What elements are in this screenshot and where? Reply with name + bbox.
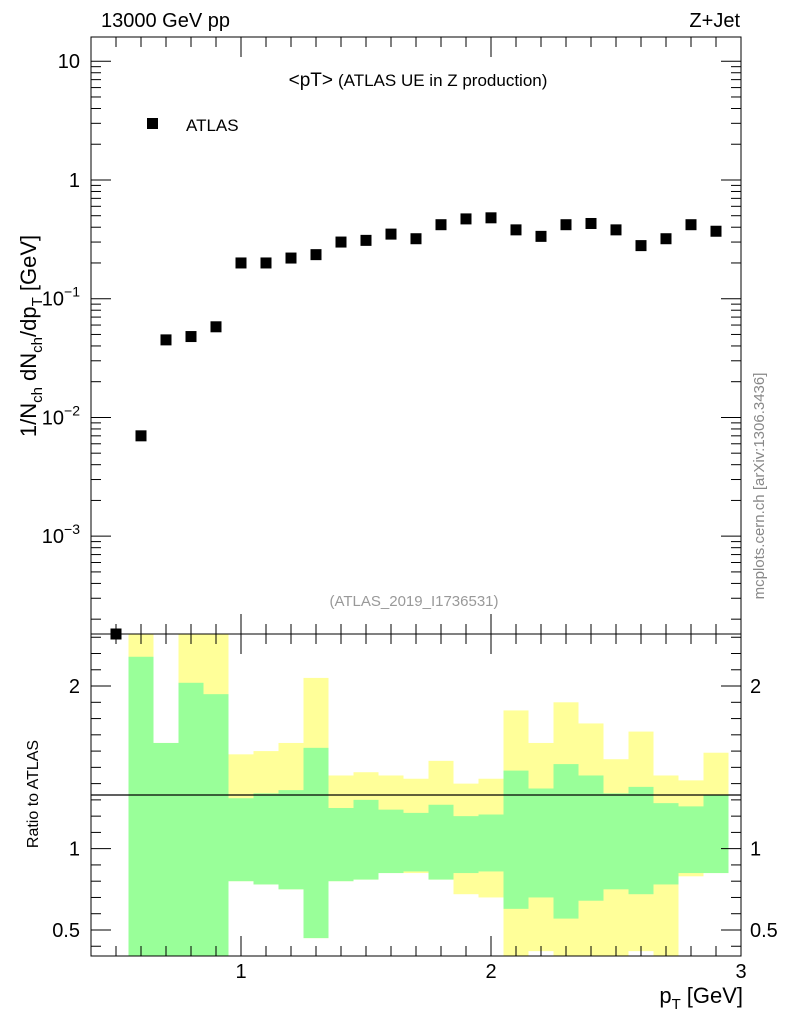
atlas-data-point	[685, 219, 697, 231]
stat-uncertainty-bin	[703, 795, 729, 874]
ratio-y-tick-label: 0.5	[52, 920, 80, 942]
stat-uncertainty-bin	[253, 793, 279, 885]
stat-uncertainty-bin	[128, 656, 154, 956]
main-y-axis-title: 1/Nch dNch/dpT [GeV]	[16, 235, 46, 437]
atlas-data-point	[210, 321, 222, 333]
ratio-y-tick-label-right: 1	[750, 839, 761, 861]
stat-uncertainty-bin	[503, 770, 529, 909]
stat-uncertainty-bin	[228, 798, 254, 882]
main-y-tick-label: 10−2	[42, 402, 80, 429]
main-y-tick-label: 10−3	[42, 521, 80, 548]
main-y-tick-label: 10	[58, 51, 80, 73]
atlas-data-point	[710, 225, 722, 237]
ratio-y-tick-label: 2	[69, 676, 80, 698]
atlas-data-point	[485, 212, 497, 224]
ratio-bands	[128, 634, 729, 956]
main-y-tick-label: 1	[69, 170, 80, 192]
stat-uncertainty-bin	[178, 682, 204, 956]
legend-marker-atlas	[147, 118, 158, 129]
x-axis-title: pT [GeV]	[659, 983, 743, 1013]
atlas-data-point	[135, 430, 147, 442]
main-data-markers	[110, 212, 722, 640]
atlas-data-point	[285, 252, 297, 264]
stat-uncertainty-bin	[428, 804, 454, 880]
stat-uncertainty-bin	[328, 808, 354, 882]
stat-uncertainty-bin	[553, 764, 579, 919]
stat-uncertainty-bin	[453, 816, 479, 874]
ratio-y-axis-title: Ratio to ATLAS	[25, 740, 42, 848]
stat-uncertainty-bin	[528, 788, 554, 898]
stat-uncertainty-bin	[378, 809, 404, 874]
stat-uncertainty-bin	[203, 694, 229, 956]
atlas-data-point	[460, 213, 472, 225]
header-right: Z+Jet	[689, 10, 740, 32]
x-axis-title-sub: T	[672, 996, 681, 1013]
header-left: 13000 GeV pp	[101, 10, 230, 32]
atlas-data-point	[385, 228, 397, 240]
atlas-data-point	[560, 219, 572, 231]
atlas-data-point	[360, 234, 372, 246]
ratio-y-tick-label-right: 0.5	[750, 920, 778, 942]
atlas-data-point	[410, 233, 422, 245]
stat-uncertainty-bin	[278, 790, 304, 890]
x-axis-title-unit: [GeV]	[687, 983, 743, 1008]
atlas-data-point	[435, 219, 447, 231]
atlas-data-point	[185, 331, 197, 343]
atlas-data-point	[535, 230, 547, 242]
stat-uncertainty-bin	[303, 747, 329, 939]
legend-label-atlas: ATLAS	[186, 116, 239, 135]
atlas-data-point	[335, 236, 347, 248]
atlas-data-point	[635, 240, 647, 252]
ratio-panel: 0.5 0.5 1 1 2 2 1 2 3 Ratio to ATLAS pT [GeV]	[25, 633, 778, 1013]
stat-uncertainty-bin	[353, 799, 379, 880]
atlas-data-point	[160, 334, 172, 346]
main-x-ticks	[90, 37, 742, 634]
stat-uncertainty-bin	[153, 742, 179, 956]
atlas-data-point	[660, 233, 672, 245]
main-y-axis: 10 1 10−1 10−2 10−3	[42, 51, 741, 620]
analysis-id-label: (ATLAS_2019_I1736531)	[329, 593, 498, 610]
ratio-y-tick-label: 1	[69, 839, 80, 861]
atlas-data-point	[585, 217, 597, 229]
ratio-x-tick-label: 2	[485, 961, 496, 983]
atlas-data-point	[310, 249, 322, 261]
x-axis-title-base: p	[659, 983, 671, 1008]
stat-uncertainty-bin	[603, 793, 629, 890]
atlas-data-point	[260, 257, 272, 269]
ratio-y-tick-label-right: 2	[750, 676, 761, 698]
ratio-x-tick-label: 1	[235, 961, 246, 983]
plot-title-sub: (ATLAS UE in Z production)	[338, 71, 547, 90]
main-y-tick-label: 10−1	[42, 284, 80, 311]
atlas-data-point	[610, 224, 622, 236]
plot-title-main: <pT>	[289, 70, 333, 91]
atlas-data-point	[235, 257, 247, 269]
ratio-x-axis: 1 2 3	[90, 634, 747, 983]
plot-title: <pT> (ATLAS UE in Z production)	[289, 70, 548, 91]
stat-uncertainty-bin	[628, 786, 654, 895]
atlas-data-point	[510, 224, 522, 236]
ratio-y-axis: 0.5 0.5 1 1 2 2	[52, 636, 778, 947]
stat-uncertainty-bin	[678, 806, 704, 874]
side-reference-label: mcplots.cern.ch [arXiv:1306.3436]	[751, 373, 768, 600]
ratio-x-tick-label: 3	[735, 961, 746, 983]
stat-uncertainty-bin	[403, 812, 429, 872]
stat-uncertainty-bin	[653, 803, 679, 885]
main-panel: 10 1 10−1 10−2 10−3 <pT> (ATLAS UE in Z produ…	[16, 36, 742, 640]
stat-uncertainty-bin	[478, 814, 504, 872]
stat-uncertainty-bin	[578, 775, 604, 901]
